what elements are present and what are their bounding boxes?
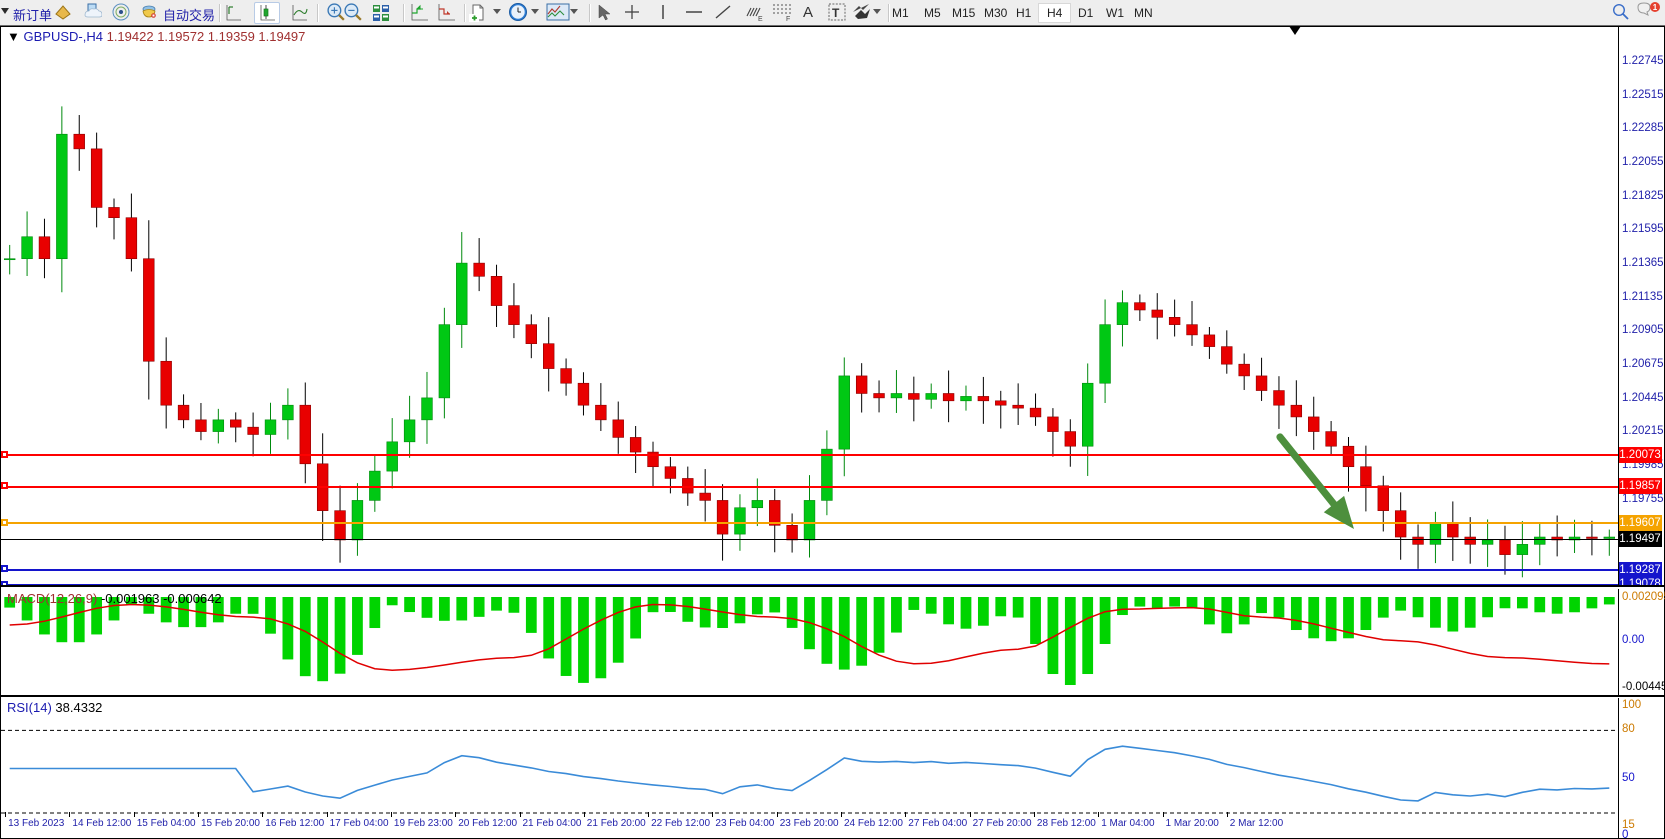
svg-text:1: 1 [1653, 3, 1658, 12]
svg-text:E: E [758, 16, 763, 22]
svg-text:F: F [786, 16, 790, 21]
svg-text:T: T [832, 6, 840, 20]
